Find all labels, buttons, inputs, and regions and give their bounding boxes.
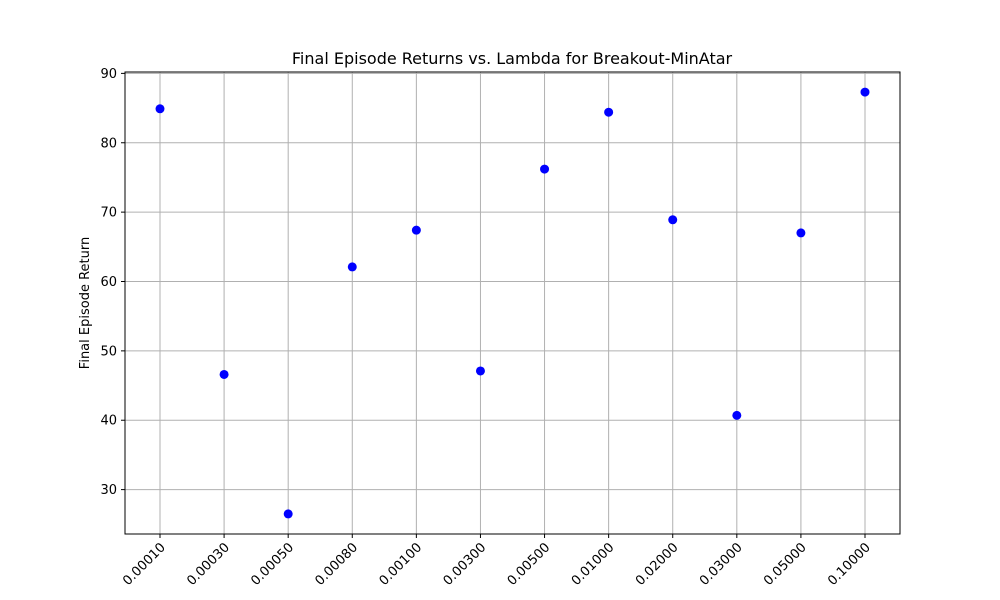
data-point [540,164,550,174]
data-point [347,262,357,272]
y-tick-label: 30 [100,483,117,498]
data-point [155,104,165,114]
x-tick-label: 0.00010 [120,540,169,589]
x-tick-label: 0.05000 [761,540,810,589]
y-tick-label: 50 [100,344,117,359]
data-point [283,509,293,519]
plot-area-frame [124,71,901,535]
data-point [475,366,485,376]
x-tick-label: 0.10000 [825,540,874,589]
x-tick-label: 0.01000 [569,540,618,589]
chart-title: Final Episode Returns vs. Lambda for Bre… [292,49,733,68]
data-point [796,228,806,238]
data-point [411,225,421,235]
x-tick-label: 0.02000 [633,540,682,589]
x-tick-label: 0.00030 [184,540,233,589]
y-tick-label: 80 [100,136,117,151]
x-tick-label: 0.00500 [505,540,554,589]
x-tick-label: 0.00080 [312,540,361,589]
y-tick-label: 70 [100,206,117,221]
x-tick-label: 0.00100 [377,540,426,589]
y-tick-label: 40 [100,414,117,429]
data-point [732,410,742,420]
x-tick-label: 0.00050 [248,540,297,589]
data-points [155,87,870,519]
data-point [860,87,870,97]
y-axis-label: Final Episode Return [78,237,93,369]
x-tick-label: 0.03000 [697,540,746,589]
data-point [668,215,678,225]
y-axis-ticks: 30 40 50 60 70 80 90 [100,67,125,498]
grid-layer [125,72,900,534]
y-tick-label: 90 [100,67,117,82]
x-axis-ticks: 0.00010 0.00030 0.00050 0.00080 0.00100 0.003… [120,534,874,589]
x-tick-label: 0.00300 [441,540,490,589]
y-tick-label: 60 [100,275,117,290]
data-point [219,369,229,379]
data-point [604,107,614,117]
